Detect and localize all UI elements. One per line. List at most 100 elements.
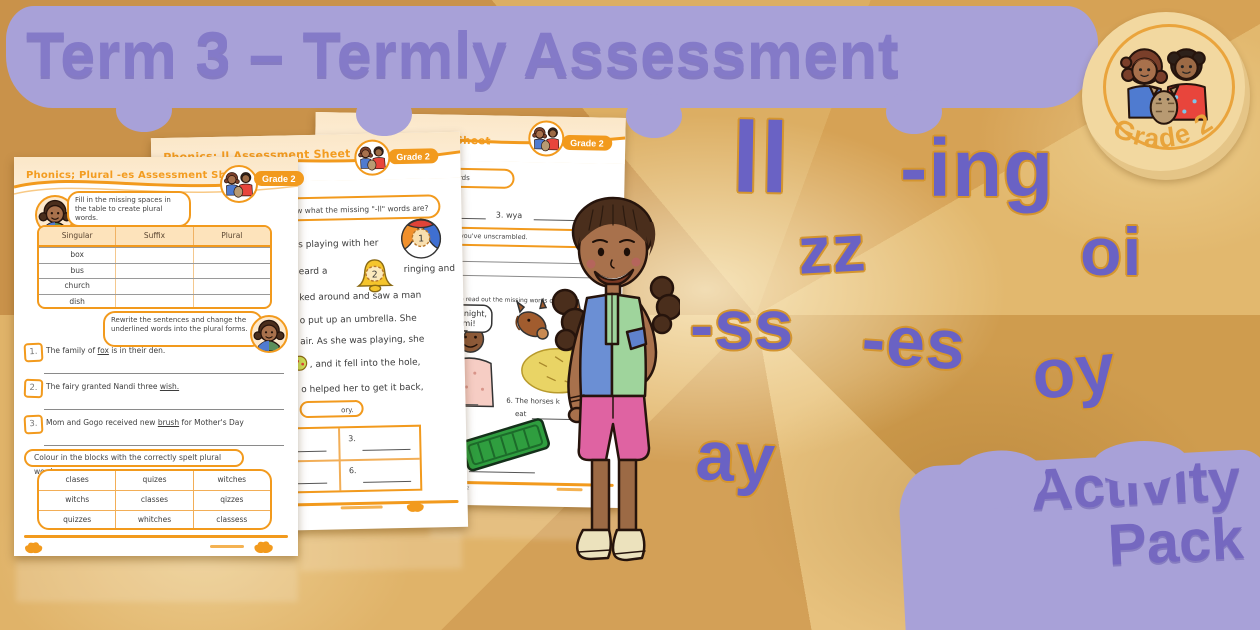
answer-line [468, 463, 536, 474]
cell-plural [192, 248, 270, 263]
table-header-row: Singular Suffix Plural [39, 227, 270, 247]
col-header: Suffix [115, 227, 192, 245]
cell-suffix [115, 263, 192, 279]
underlined-word: fox [97, 346, 109, 355]
grid-cell: clases [65, 475, 89, 484]
prompt-box-fragment: ory. [299, 399, 364, 419]
sentence: The family of fox is in their den. [46, 346, 165, 355]
colour-grid: clases quizes witches witchs classes qizzes … [37, 469, 272, 530]
instruction-bubble-1: Fill in the missing spaces in the table … [67, 191, 191, 227]
cell-suffix [115, 248, 192, 263]
phonics-sound-ll: ll [731, 101, 791, 215]
story-line: air. As she was playing, she [300, 334, 425, 348]
badge-grade-label: Grade 2 [1109, 107, 1218, 154]
sentence: The fairy granted Nandi three wish. [46, 382, 179, 391]
instruction-bubble-2: Rewrite the sentences and change the und… [103, 311, 263, 347]
story-line: ringing and [403, 263, 456, 276]
story-line: o helped her to get it back, [301, 382, 424, 396]
table-row: box [39, 247, 270, 263]
cell-plural [192, 263, 270, 279]
grid-cell: witches [192, 471, 270, 490]
speech-bubble-line2: Tami! [453, 319, 476, 328]
twinkl-logo [406, 501, 424, 512]
sentence-text: is in their den. [108, 346, 166, 355]
grade-2-badge: Grade 2 [1082, 12, 1250, 180]
sentence-text: The family of [46, 346, 98, 355]
grid-cell: classess [192, 511, 270, 528]
grid-cell: quizzes [63, 515, 92, 524]
blank-number: 3. [348, 434, 356, 444]
icon-number: 1 [418, 233, 424, 244]
phonics-sound-zz: zz [796, 210, 868, 288]
activity-pack-blob: Activity Pack [897, 438, 1260, 630]
grid-cell: classes [115, 491, 192, 510]
kids-badge-icon [527, 120, 565, 157]
worksheet-1: Phonics; Plural -es Assessment Sheet Gra… [14, 157, 304, 556]
colour-prompt: Colour in the blocks with the correctly … [24, 449, 244, 476]
phonics-sound-ing: -ing [900, 123, 1055, 214]
banner-bump [626, 94, 682, 138]
kids-badge-icon [220, 165, 258, 203]
cell-plural [192, 279, 270, 294]
kids-illustration [224, 172, 253, 198]
grade-tag: Grade 2 [388, 148, 439, 165]
cell-singular: box [70, 250, 84, 259]
speech-bubble-line1: Goodnight, [443, 309, 487, 319]
grid-row: witchs classes qizzes [39, 490, 270, 510]
kids-badge-icon [353, 139, 391, 177]
kids-illustration [532, 127, 560, 152]
table-row: bus [39, 262, 270, 279]
twinkl-logo [25, 542, 43, 554]
blank-number: 6. [348, 466, 357, 476]
grid-row: clases quizes witches [39, 471, 270, 490]
girl-avatar-icon [250, 315, 288, 353]
answer-line [362, 472, 412, 483]
grade-tag: Grade 2 [254, 171, 304, 186]
cell-plural [192, 294, 270, 307]
worksheet-1-title: Phonics; Plural -es Assessment Sheet [26, 170, 245, 181]
grid-row: quizzes whitches classess [39, 510, 270, 528]
underlined-word: wish. [159, 382, 180, 391]
cell-suffix [115, 279, 192, 294]
title-banner: Term 3 – Termly Assessment [6, 6, 1098, 138]
col-header: Singular [61, 231, 93, 240]
badge-ring [1103, 24, 1235, 150]
badge-arc-text: Grade 2 [1109, 107, 1219, 154]
grid-cell: witchs [65, 495, 90, 504]
cell-singular: church [64, 281, 90, 291]
grid-cell: qizzes [192, 491, 270, 510]
cell-suffix [115, 294, 192, 307]
bell-icon: 2 [356, 259, 394, 293]
underlined-word: brush [157, 418, 180, 427]
sentence-number: 1. [23, 342, 44, 363]
story-line: eard a [298, 266, 328, 278]
story-line: ked around and saw a man [299, 290, 422, 304]
phonics-sound-ay: ay [694, 415, 778, 499]
banner-bump [886, 90, 942, 134]
grade-tag: Grade 2 [562, 134, 612, 151]
story-line: , and it fell into the hole, [309, 357, 421, 371]
answer-line [362, 440, 411, 451]
main-title: Term 3 – Termly Assessment [26, 20, 900, 90]
twinkl-logo [254, 541, 273, 554]
sentence-text: The fairy granted Nandi three [46, 382, 160, 391]
svg-text:Grade 2: Grade 2 [1109, 107, 1219, 154]
beach-ball-icon: 1 [401, 218, 442, 259]
unscramble-item-3: 3. wya [495, 210, 523, 221]
plural-table: Singular Suffix Plural box bus church di… [37, 225, 272, 309]
kids-illustration [1120, 48, 1208, 125]
cell-singular: bus [70, 265, 84, 275]
cell-singular: dish [69, 296, 85, 306]
sentence-number: 3. [23, 414, 44, 435]
sentence-text: for Mother's Day [179, 418, 244, 427]
sentence: Mom and Gogo received new brush for Moth… [46, 418, 244, 427]
sheet-reflection [16, 560, 298, 602]
girl-character [551, 196, 680, 562]
banner-bump [116, 88, 172, 132]
sentence-text: Mom and Gogo received new [46, 418, 158, 427]
table-row: church [39, 278, 270, 294]
col-header: Plural [192, 227, 270, 245]
banner-bump [356, 92, 412, 136]
table-row: dish [39, 293, 270, 307]
